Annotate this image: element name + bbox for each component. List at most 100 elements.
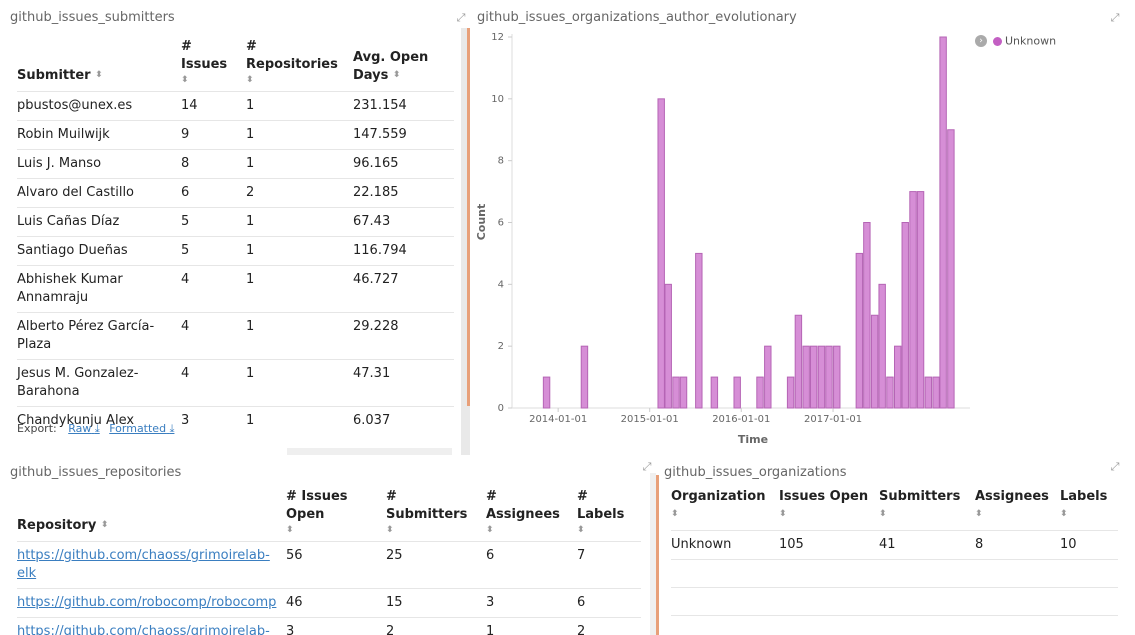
cell-avg-open-days: 147.559 xyxy=(353,120,454,150)
x-tick-label: 2017-01-01 xyxy=(804,414,862,425)
sort-icon[interactable]: ⬍ xyxy=(392,70,401,80)
x-tick-label: 2014-01-01 xyxy=(529,414,587,425)
table-row: pbustos@unex.es 14 1 231.154 xyxy=(17,91,454,121)
chart-legend: › Unknown xyxy=(975,34,1056,48)
export-formatted-link[interactable]: Formatted ⤓ xyxy=(109,422,175,435)
cell-avg-open-days: 116.794 xyxy=(353,236,454,266)
organizations-scrollbar-thumb[interactable] xyxy=(656,475,659,635)
chart-bar xyxy=(580,345,589,409)
chart-bar xyxy=(939,36,947,409)
col-submitters[interactable]: # Submitters ⬍ xyxy=(386,488,486,542)
table-row: https://github.com/robocomp/robocomp 46 15… xyxy=(17,588,641,618)
col-org-submitters[interactable]: Submitters ⬍ xyxy=(879,489,961,519)
organizations-table: Organization ⬍ Issues Open ⬍ Submitters … xyxy=(671,488,1118,635)
cell-issues: 3 xyxy=(181,406,246,435)
cell-repositories: 1 xyxy=(246,207,353,237)
chart-bar xyxy=(794,314,803,409)
sort-icon[interactable]: ⬍ xyxy=(95,70,103,80)
sort-icon[interactable]: ⬍ xyxy=(386,525,394,535)
y-tick-label: 10 xyxy=(491,94,504,105)
sort-icon[interactable]: ⬍ xyxy=(246,75,254,85)
expand-icon[interactable]: ⤢ xyxy=(642,460,652,473)
download-icon: ⤓ xyxy=(169,422,175,435)
submitters-h-scrollbar[interactable] xyxy=(287,448,452,455)
sort-icon[interactable]: ⬍ xyxy=(975,509,983,519)
table-row: Unknown 105 41 8 10 xyxy=(671,530,1118,560)
y-tick-label: 12 xyxy=(491,32,504,43)
legend-toggle-icon[interactable]: › xyxy=(975,35,987,47)
y-tick-label: 4 xyxy=(498,279,504,290)
cell-issues-open: 46 xyxy=(286,588,386,618)
col-submitter[interactable]: Submitter ⬍ xyxy=(17,68,103,83)
expand-icon[interactable]: ⤢ xyxy=(1110,11,1120,24)
col-org-assignees[interactable]: Assignees ⬍ xyxy=(975,489,1049,519)
sort-icon[interactable]: ⬍ xyxy=(577,525,585,535)
repositories-scrollbar-track[interactable] xyxy=(650,473,656,635)
chart-bar xyxy=(947,129,955,409)
cell-issues: 4 xyxy=(181,312,246,360)
submitters-panel: github_issues_submitters Submitter ⬍ # I… xyxy=(0,0,470,455)
sort-icon[interactable]: ⬍ xyxy=(486,525,494,535)
cell-repository[interactable]: https://github.com/chaoss/grimoirelab-el… xyxy=(17,541,286,589)
sort-icon[interactable]: ⬍ xyxy=(1060,509,1068,519)
col-avg-open-days[interactable]: Avg. Open Days ⬍ xyxy=(353,50,429,83)
cell-repositories: 1 xyxy=(246,359,353,407)
expand-icon[interactable]: ⤢ xyxy=(1110,460,1120,473)
sort-icon[interactable]: ⬍ xyxy=(671,509,679,519)
chart-bar xyxy=(679,376,688,409)
cell-issues-open: 105 xyxy=(779,530,879,560)
col-issues-open[interactable]: # Issues Open ⬍ xyxy=(286,488,386,542)
table-row: Chandykunju Alex 3 1 6.037 xyxy=(17,406,454,435)
cell-avg-open-days: 67.43 xyxy=(353,207,454,237)
chart-bar xyxy=(695,252,703,409)
col-org-issues-open[interactable]: Issues Open ⬍ xyxy=(779,489,869,519)
col-organization[interactable]: Organization ⬍ xyxy=(671,489,766,519)
chart-bar xyxy=(863,222,871,409)
chart-bar xyxy=(817,345,826,409)
evolution-chart: 0 2 4 6 8 10 12 2014-01-01 2015-01-01 2016-01-01 2… xyxy=(475,32,970,446)
chart-bar xyxy=(802,345,810,409)
table-row: Alvaro del Castillo 6 2 22.185 xyxy=(17,178,454,208)
organizations-panel-title: github_issues_organizations xyxy=(664,465,847,480)
submitters-scrollbar-thumb[interactable] xyxy=(467,28,470,406)
cell-labels: 7 xyxy=(577,541,641,589)
col-assignees[interactable]: # Assignees ⬍ xyxy=(486,488,577,542)
cell-assignees: 1 xyxy=(486,617,577,635)
col-repository[interactable]: Repository ⬍ xyxy=(17,518,109,533)
cell-issues: 6 xyxy=(181,178,246,208)
cell-assignees: 6 xyxy=(486,541,577,589)
cell-avg-open-days: 29.228 xyxy=(353,312,454,360)
legend-swatch xyxy=(992,36,1002,46)
evolution-panel: github_issues_organizations_author_evolu… xyxy=(470,0,1135,455)
export-raw-link[interactable]: Raw ⤓ xyxy=(68,422,100,435)
submitters-scrollbar-track[interactable] xyxy=(461,28,470,455)
x-tick-label: 2015-01-01 xyxy=(621,414,679,425)
chart-bar xyxy=(833,345,841,409)
col-labels[interactable]: # Labels ⬍ xyxy=(577,488,641,542)
y-tick-label: 6 xyxy=(498,218,504,229)
submitters-table: Submitter ⬍ # Issues ⬍ # Repositories ⬍ … xyxy=(17,38,454,435)
col-org-labels[interactable]: Labels ⬍ xyxy=(1060,489,1108,519)
empty-row xyxy=(671,559,1118,588)
cell-issues: 4 xyxy=(181,359,246,407)
cell-repository[interactable]: https://github.com/chaoss/grimoirelab-ha… xyxy=(17,617,286,635)
cell-submitter: Chandykunju Alex xyxy=(17,406,181,435)
cell-repository[interactable]: https://github.com/robocomp/robocomp xyxy=(17,588,286,618)
sort-icon[interactable]: ⬍ xyxy=(879,509,887,519)
cell-avg-open-days: 46.727 xyxy=(353,265,454,313)
col-repositories[interactable]: # Repositories ⬍ xyxy=(246,38,353,92)
repositories-table: Repository ⬍ # Issues Open ⬍ # Submitter… xyxy=(17,488,641,635)
empty-row xyxy=(671,587,1118,616)
sort-icon[interactable]: ⬍ xyxy=(100,520,109,530)
sort-icon[interactable]: ⬍ xyxy=(779,509,787,519)
sort-icon[interactable]: ⬍ xyxy=(181,75,189,85)
cell-issues: 4 xyxy=(181,265,246,313)
table-row: Jesus M. Gonzalez-Barahona 4 1 47.31 xyxy=(17,359,454,407)
sort-icon[interactable]: ⬍ xyxy=(286,525,294,535)
legend-item-unknown[interactable]: Unknown xyxy=(1005,34,1057,48)
chart-bar xyxy=(710,376,719,409)
cell-submitter: Abhishek Kumar Annamraju xyxy=(17,265,181,313)
expand-icon[interactable]: ⤢ xyxy=(456,11,466,24)
y-tick-label: 8 xyxy=(498,156,504,167)
col-issues[interactable]: # Issues ⬍ xyxy=(181,38,246,92)
